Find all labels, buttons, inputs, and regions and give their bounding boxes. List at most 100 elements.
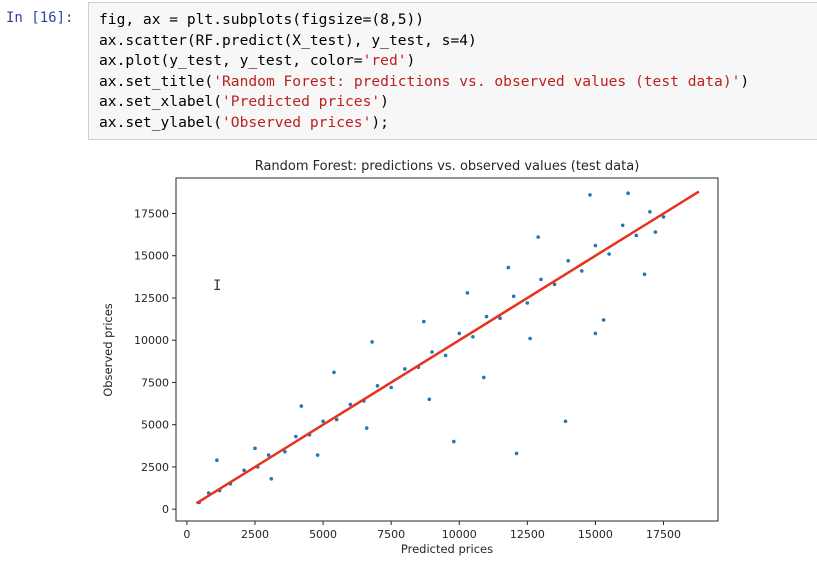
y-tick-label: 5000 [141, 419, 169, 432]
code-token: ax.set_title( [99, 72, 214, 90]
y-axis-ticks: 0 2500 5000 7500 10000 12500 15000 17500 [134, 207, 176, 516]
x-axis-label: Predicted prices [401, 542, 493, 556]
y-tick-label: 10000 [134, 334, 169, 347]
scatter-point [536, 235, 540, 239]
scatter-point [370, 340, 374, 344]
x-tick-label: 10000 [442, 528, 477, 541]
scatter-point [269, 477, 274, 481]
x-tick-label: 7500 [377, 528, 405, 541]
scatter-point [539, 277, 543, 282]
scatter-point [321, 419, 325, 424]
y-tick-label: 2500 [141, 461, 169, 474]
code-token: 'Random Forest: predictions vs. observed… [213, 72, 741, 90]
scatter-point [443, 353, 448, 358]
scatter-point [452, 439, 456, 444]
code-token: ) [406, 52, 416, 69]
scatter-point [498, 316, 502, 321]
scatter-point [506, 265, 511, 270]
scatter-point [242, 468, 246, 473]
code-line: ax.scatter(RF.predict(X_test), y_test, s… [99, 32, 477, 52]
scatter-point [588, 193, 592, 197]
scatter-point [375, 384, 380, 388]
scatter-point [403, 367, 407, 371]
scatter-point [634, 233, 639, 238]
code-token: ) [380, 93, 389, 110]
scatter-point [215, 458, 219, 463]
x-tick-label: 17500 [646, 528, 681, 541]
chart-title: Random Forest: predictions vs. observed … [255, 159, 640, 174]
scatter-point [525, 301, 530, 305]
y-tick-label: 12500 [134, 292, 169, 305]
scatter-point [484, 314, 489, 319]
y-tick-label: 15000 [134, 250, 169, 263]
code-line: ax.set_xlabel('Predicted prices') [99, 93, 389, 113]
scatter-point [471, 335, 475, 339]
scatter-point [580, 269, 584, 273]
scatter-point [465, 291, 470, 295]
scatter-point [620, 223, 625, 228]
scatter-point [389, 385, 394, 390]
scatter-point [253, 446, 257, 451]
scatter-point [315, 453, 320, 457]
code-token: 'red' [362, 52, 407, 69]
identity-line [195, 190, 700, 505]
scatter-point [457, 331, 462, 336]
code-token: ax.scatter(RF.predict(X_test), y_test, s… [99, 31, 477, 49]
x-tick-label: 15000 [578, 528, 613, 541]
code-token: ) [740, 72, 750, 90]
scatter-point [528, 336, 532, 341]
y-tick-label: 0 [162, 503, 169, 516]
y-tick-label: 7500 [141, 376, 169, 389]
scatter-point [332, 370, 336, 375]
code-token: ); [371, 113, 389, 131]
scatter-point [422, 319, 426, 324]
scatter-point [299, 404, 304, 408]
scatter-point [511, 294, 516, 299]
scatter-point [626, 191, 630, 195]
code-token: ax.set_ylabel( [99, 113, 223, 131]
scatter-point [653, 230, 658, 234]
scatter-point [563, 419, 568, 424]
y-axis-label: Observed prices [101, 303, 115, 397]
scatter-point [348, 402, 353, 407]
x-tick-label: 5000 [309, 528, 337, 541]
scatter-point [266, 453, 271, 457]
code-token: ax.plot(y_test, y_test, color= [99, 52, 363, 69]
code-token: 'Observed prices' [222, 113, 372, 131]
text-cursor-icon: I [213, 278, 222, 294]
scatter-point [430, 350, 434, 354]
scatter-point [593, 331, 598, 336]
scatter-point [648, 210, 652, 214]
scatter-point [514, 451, 519, 456]
y-tick-label: 17500 [134, 207, 169, 220]
scatter-point [593, 243, 598, 248]
scatter-points [197, 191, 666, 505]
scatter-point [294, 434, 298, 439]
scatter-point [661, 215, 666, 219]
code-line: ax.plot(y_test, y_test, color='red') [99, 52, 415, 72]
x-tick-label: 12500 [510, 528, 545, 541]
code-line: ax.set_ylabel('Observed prices'); [99, 114, 389, 134]
scatter-point [364, 426, 369, 430]
scatter-point [566, 259, 570, 263]
cell-prompt: In [16]: [6, 10, 74, 26]
identity-line-path [195, 190, 700, 505]
scatter-point [283, 449, 287, 454]
scatter-point [642, 272, 647, 277]
code-line: ax.set_title('Random Forest: predictions… [99, 73, 749, 93]
scatter-point [601, 318, 606, 322]
code-line: fig, ax = plt.subplots(figsize=(8,5)) [99, 11, 424, 31]
x-axis-ticks: 0 2500 5000 7500 10000 12500 15000 17500 [183, 521, 681, 541]
code-cell[interactable]: fig, ax = plt.subplots(figsize=(8,5)) ax.… [88, 2, 817, 140]
x-tick-label: 0 [183, 528, 190, 541]
scatter-point [607, 252, 611, 256]
scatter-point [482, 375, 486, 380]
scatter-point [552, 282, 557, 287]
scatter-point [427, 397, 432, 402]
code-token: ax.set_xlabel( [99, 93, 223, 110]
code-token: 'Predicted prices' [222, 93, 381, 110]
scatter-point [334, 417, 339, 422]
x-tick-label: 2500 [241, 528, 269, 541]
code-token: fig, ax = plt.subplots(figsize=(8,5)) [99, 11, 425, 28]
